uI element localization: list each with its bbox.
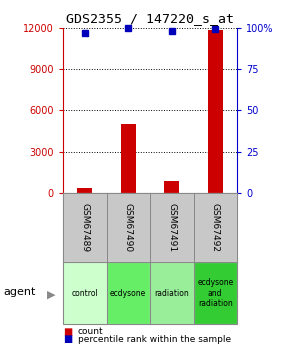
Text: count: count [78,327,103,336]
Text: ecdysone
and
radiation: ecdysone and radiation [197,278,233,308]
Text: GDS2355 / 147220_s_at: GDS2355 / 147220_s_at [66,12,234,25]
Text: percentile rank within the sample: percentile rank within the sample [78,335,231,344]
Text: GSM67492: GSM67492 [211,203,220,252]
Text: control: control [71,289,98,298]
Text: GSM67490: GSM67490 [124,203,133,252]
Text: GSM67489: GSM67489 [80,203,89,252]
Bar [121,124,136,193]
Text: ■: ■ [63,335,72,344]
Text: radiation: radiation [154,289,189,298]
Text: ▶: ▶ [47,290,55,300]
Text: ■: ■ [63,327,72,337]
Bar [77,188,92,193]
Bar [208,30,223,193]
Bar [164,181,179,193]
Text: GSM67491: GSM67491 [167,203,176,252]
Text: agent: agent [3,287,35,296]
Text: ecdysone: ecdysone [110,289,146,298]
